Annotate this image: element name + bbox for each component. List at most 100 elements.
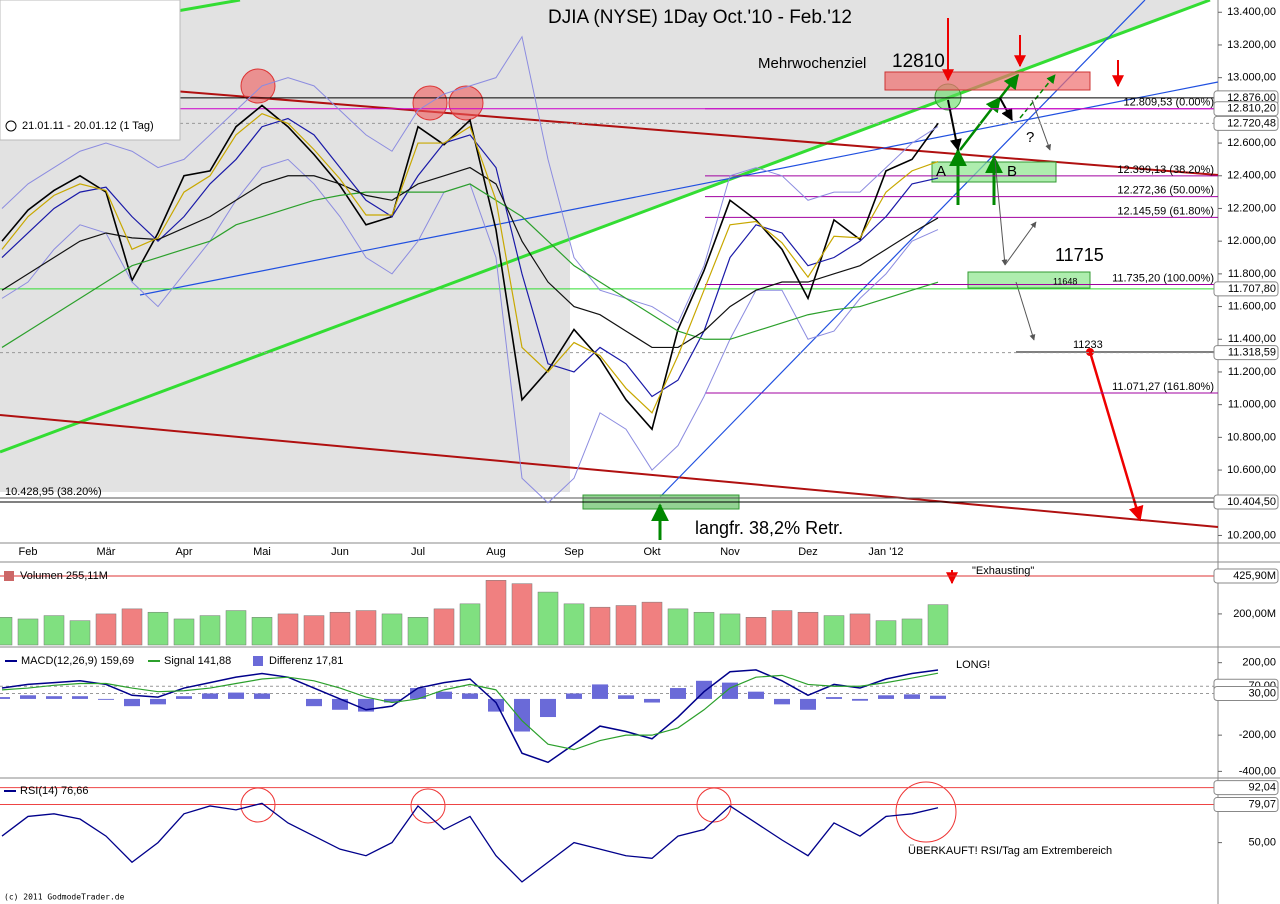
histogram-bar: [306, 698, 322, 707]
legend-label: Volumen 255,11M: [20, 570, 108, 582]
target-label: 11233: [1073, 339, 1103, 351]
histogram-bar: [384, 698, 400, 703]
x-tick-label: Apr: [175, 546, 192, 558]
chart-title: DJIA (NYSE) 1Day Oct.'10 - Feb.'12: [548, 7, 852, 28]
marks: 13.400,0013.200,0013.000,0012.800,0012.6…: [0, 6, 1279, 883]
value-box: [1213, 101, 1279, 117]
x-tick-label: Jan '12: [868, 546, 903, 558]
x-tick-label: Feb: [19, 546, 38, 558]
fib-label: 11.071,27 (161.80%): [1112, 381, 1214, 393]
period: 21.01.11 - 20.01.12 (1 Tag): [22, 120, 154, 132]
histogram-bar: [540, 698, 556, 718]
target-label: 11648: [1053, 276, 1077, 286]
retracement-label: 10.428,95 (38.20%): [5, 486, 102, 498]
volume-bar: [121, 608, 143, 646]
bollinger-upper: [1, 35, 939, 324]
x-tick-label: Dez: [798, 546, 818, 558]
y-tick-label: 11.600,00: [1228, 300, 1276, 312]
histogram-bar: [800, 698, 816, 710]
volume-bar: [797, 611, 819, 646]
histogram-bar: [930, 695, 946, 699]
volume-bar: [927, 604, 949, 646]
volume-bar: [771, 610, 793, 646]
fib-label: 12.399,13 (38.20%): [1117, 164, 1214, 176]
y-tick-label: -200,00: [1239, 729, 1276, 741]
value-label: 12.876,00: [1227, 92, 1276, 104]
x-tick-label: Mär: [97, 546, 116, 558]
legend-label: Differenz 17,81: [269, 655, 343, 667]
value-box: [1213, 345, 1279, 361]
value-box: [1213, 494, 1279, 510]
histogram-bar: [748, 691, 764, 699]
annotation: "Exhausting": [972, 565, 1034, 577]
legend-swatch: [4, 571, 14, 581]
rsi-line: [1, 802, 939, 883]
volume-bar: [823, 615, 845, 646]
value-box: [1213, 281, 1279, 297]
legend-label: Signal 141,88: [164, 655, 231, 667]
volume-bar: [69, 620, 91, 646]
histogram-bar: [98, 698, 114, 700]
fib-label: 12.809,53 (0.00%): [1123, 97, 1214, 109]
fib-label: 12.272,36 (50.00%): [1117, 185, 1214, 197]
y-tick-label: 200,00M: [1233, 608, 1276, 620]
volume-bar: [693, 611, 715, 646]
target-label: 12810: [892, 51, 945, 72]
x-tick-label: Mai: [253, 546, 271, 558]
y-tick-label: 12.000,00: [1227, 235, 1276, 247]
histogram-bar: [462, 693, 478, 699]
volume-bar: [875, 620, 897, 646]
y-tick-label: 50,00: [1248, 837, 1276, 849]
histogram-bar: [0, 697, 10, 699]
y-tick-label: 12.600,00: [1227, 137, 1276, 149]
y-tick-label: 11.000,00: [1228, 399, 1276, 411]
volume-bar: [511, 583, 533, 646]
fib-label: 12.145,59 (61.80%): [1117, 205, 1214, 217]
histogram-bar: [20, 695, 36, 699]
price-line: [1, 104, 939, 431]
value-label: 12.810,20: [1227, 103, 1276, 115]
average-line: [1, 112, 939, 414]
y-tick-label: 13.200,00: [1227, 39, 1276, 51]
value-label: 11.707,80: [1228, 283, 1276, 295]
volume-bar: [355, 610, 377, 646]
annotation: ?: [1026, 129, 1034, 146]
value-label: 11.318,59: [1228, 346, 1276, 358]
annotation: langfr. 38,2% Retr.: [695, 518, 843, 538]
annotation: Mehrwochenziel: [758, 55, 866, 72]
volume-bar: [433, 608, 455, 646]
y-tick-label: 11.400,00: [1228, 333, 1276, 345]
y-tick-label: 10.600,00: [1227, 464, 1276, 476]
histogram-bar: [410, 688, 426, 699]
volume-bar: [199, 615, 221, 646]
histogram-bar: [904, 694, 920, 699]
y-tick-label: 12.200,00: [1227, 202, 1276, 214]
fib-label: 11.735,20 (100.00%): [1112, 272, 1214, 284]
volume-bar: [43, 615, 65, 646]
annotation: LONG!: [956, 659, 990, 671]
histogram-bar: [332, 698, 348, 710]
histogram-bar: [592, 684, 608, 699]
legend-label: RSI(14) 76,66: [20, 785, 88, 797]
x-tick-label: Jun: [331, 546, 349, 558]
volume-bar: [719, 613, 741, 646]
histogram-bar: [644, 698, 660, 703]
volume-bar: [329, 611, 351, 646]
histogram-bar: [878, 695, 894, 699]
y-tick-label: 11.800,00: [1228, 268, 1276, 280]
y-tick-label: 10.800,00: [1227, 431, 1276, 443]
volume-bar: [277, 613, 299, 646]
histogram-bar: [514, 698, 530, 732]
histogram-bar: [488, 698, 504, 712]
volume-bar: [459, 603, 481, 646]
macd-line: [1, 669, 939, 764]
y-tick-label: 13.000,00: [1227, 72, 1276, 84]
histogram-bar: [852, 698, 868, 701]
histogram-bar: [228, 692, 244, 699]
volume-bar: [95, 613, 117, 646]
x-tick-label: Okt: [643, 546, 660, 558]
volume-bar: [485, 580, 507, 646]
volume-bar: [537, 591, 559, 646]
histogram-bar: [46, 696, 62, 699]
average-line: [1, 117, 939, 398]
